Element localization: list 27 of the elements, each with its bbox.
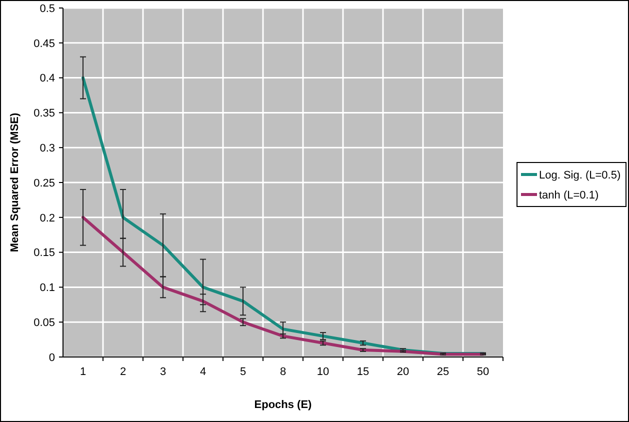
y-tick-label: 0.15 (34, 247, 55, 260)
legend-label: tanh (L=0.1) (539, 189, 599, 202)
y-tick-label: 0.4 (40, 72, 55, 85)
x-axis-title: Epochs (E) (254, 399, 312, 411)
x-tick-label: 25 (436, 366, 450, 378)
y-axis-title: Mean Squared Error (MSE) (9, 112, 21, 252)
y-tick-label: 0.3 (40, 142, 55, 154)
x-tick-label: 20 (396, 366, 410, 378)
y-tick-label: 0.35 (34, 108, 55, 120)
x-tick-label: 2 (120, 366, 126, 378)
x-tick-label: 10 (316, 366, 330, 378)
y-tick-label: 0.45 (34, 38, 55, 50)
x-tick-label: 50 (476, 366, 490, 378)
x-tick-label: 1 (80, 366, 86, 378)
y-tick-label: 0 (48, 352, 55, 364)
x-tick-label: 15 (356, 366, 370, 378)
x-tick-label: 8 (280, 366, 286, 378)
x-tick-label: 3 (160, 366, 166, 378)
legend-label: Log. Sig. (L=0.5) (539, 169, 621, 182)
line-series (82, 216, 484, 356)
y-tick-label: 0.05 (34, 316, 55, 329)
x-tick-label: 5 (240, 366, 246, 378)
y-tick-label: 0.5 (40, 2, 55, 15)
y-tick-label: 0.2 (40, 212, 55, 224)
x-tick-label: 4 (200, 366, 206, 378)
y-tick-label: 0.1 (40, 282, 55, 294)
y-tick-label: 0.25 (34, 177, 55, 190)
